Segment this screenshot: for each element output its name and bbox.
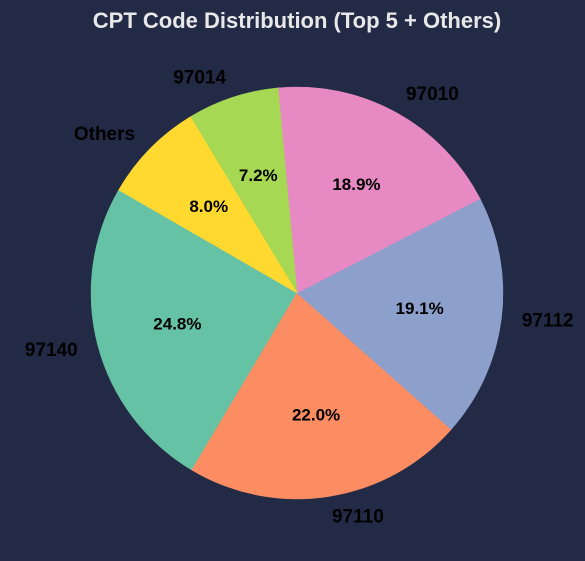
- pie-slice-97112: [296, 198, 504, 430]
- slice-label-97014: 97014: [173, 67, 226, 88]
- slice-label-others: Others: [74, 124, 135, 145]
- pct-label-others: 8.0%: [189, 197, 228, 216]
- slice-label-97112: 97112: [522, 311, 574, 332]
- pie-slices: [90, 86, 504, 500]
- pct-label-97014: 7.2%: [239, 166, 278, 185]
- pct-label-97112: 19.1%: [396, 299, 444, 318]
- slice-label-97140: 97140: [25, 340, 78, 361]
- pie-slice-97140: [90, 189, 298, 471]
- pct-label-97110: 22.0%: [292, 406, 340, 425]
- pct-label-97140: 24.8%: [153, 315, 201, 334]
- pie-slice-97010: [277, 86, 481, 294]
- chart-title: CPT Code Distribution (Top 5 + Others): [93, 8, 501, 33]
- pct-label-97010: 18.9%: [332, 175, 380, 194]
- slice-label-97110: 97110: [332, 506, 384, 527]
- pie-slice-97110: [191, 292, 452, 500]
- pie-slice-others: [118, 116, 298, 294]
- slice-label-97010: 97010: [406, 84, 459, 105]
- pie-labels: 97140 24.8% 97110 22.0% 97112 19.1% 97010 18.9%…: [25, 67, 574, 527]
